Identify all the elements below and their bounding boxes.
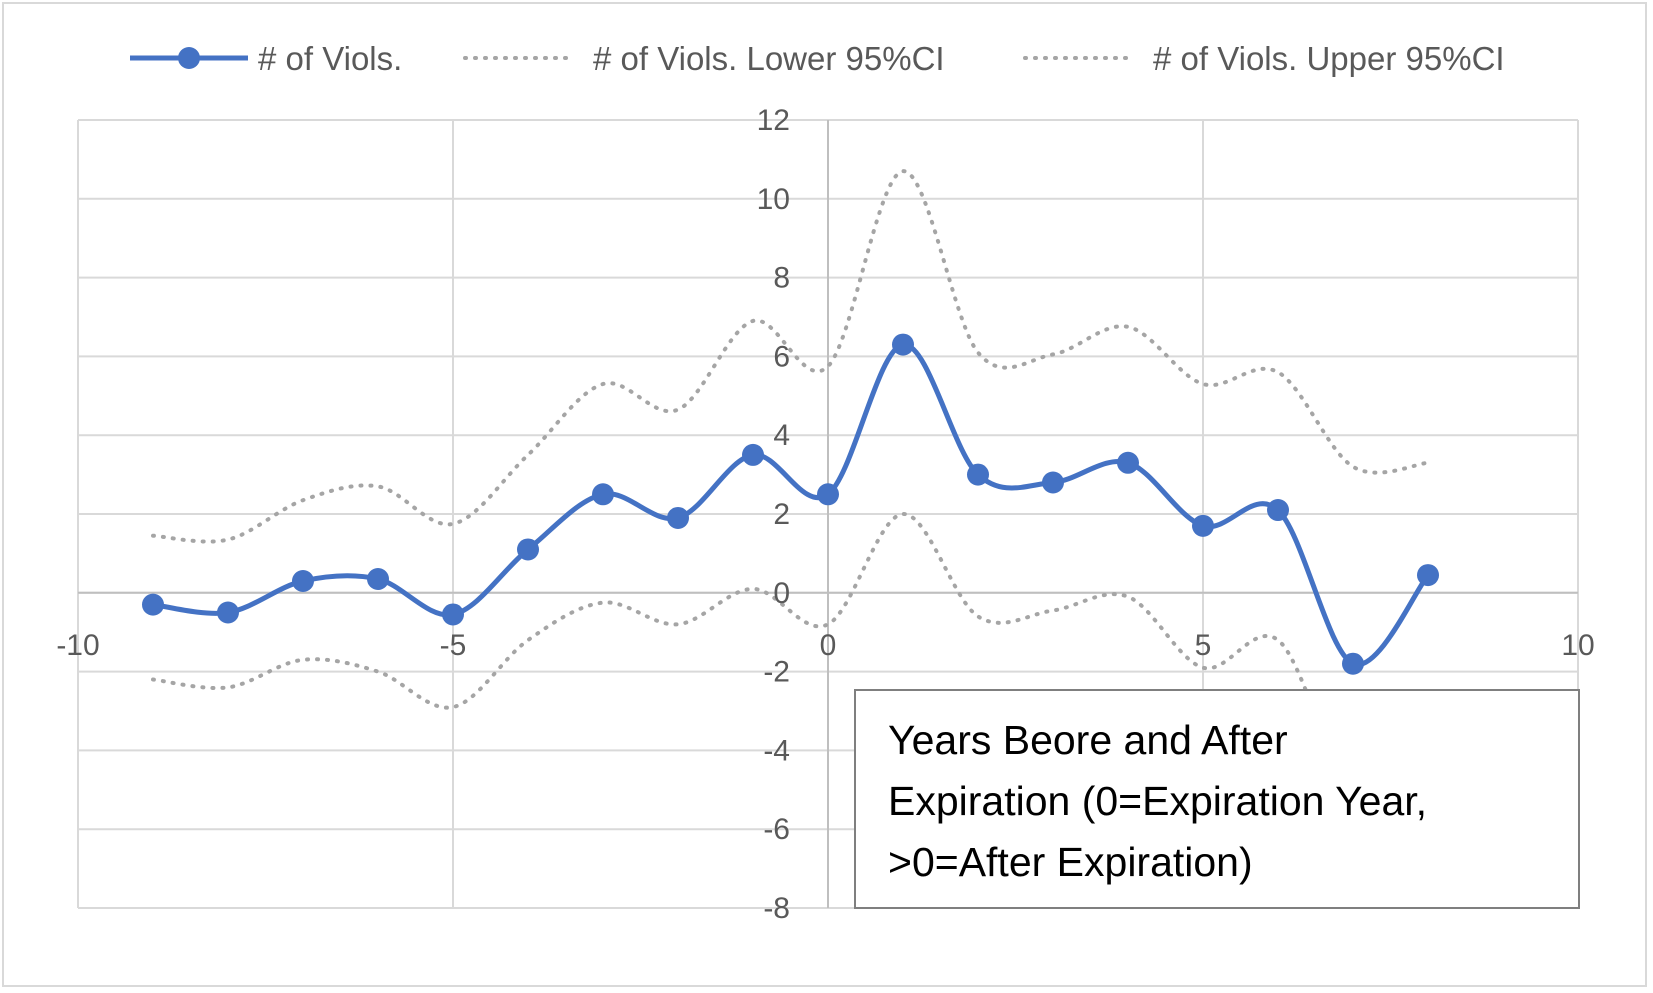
annotation-line: >0=After Expiration) — [888, 839, 1253, 885]
y-tick-label: 4 — [773, 419, 790, 452]
data-point — [367, 568, 389, 591]
series-layer — [142, 169, 1439, 785]
y-tick-label: 6 — [773, 340, 790, 373]
y-tick-label: -8 — [763, 892, 790, 925]
y-tick-label: 10 — [757, 183, 790, 216]
series-of-viols-lower-95-ci — [151, 511, 1430, 785]
data-point — [1042, 471, 1064, 494]
data-point — [1267, 499, 1289, 522]
data-point — [292, 569, 314, 592]
data-point — [967, 463, 989, 486]
tick-labels: -8 -6 -4 -2 0 2 4 6 8 10 12 -10 -5 0 5 10 — [56, 104, 1594, 925]
data-point — [742, 443, 764, 466]
data-point — [592, 483, 614, 506]
data-point — [217, 601, 239, 624]
y-tick-label: 12 — [757, 104, 790, 137]
y-tick-label: -6 — [763, 813, 790, 846]
x-tick-label: 10 — [1561, 629, 1594, 662]
data-point — [1417, 564, 1439, 587]
annotation-line: Expiration (0=Expiration Year, — [888, 778, 1427, 824]
data-point — [1117, 451, 1139, 474]
data-point — [1342, 652, 1364, 675]
legend-label: # of Viols. Lower 95%CI — [593, 40, 945, 77]
legend-item-of-viols: # of Viols. — [130, 40, 402, 77]
series-line — [151, 511, 1430, 785]
legend-item-of-viols-upper-95-ci: # of Viols. Upper 95%CI — [1023, 40, 1505, 77]
x-tick-label: 5 — [1195, 629, 1212, 662]
y-tick-label: -2 — [763, 656, 790, 689]
data-point — [517, 538, 539, 561]
y-tick-label: -4 — [763, 734, 790, 767]
legend-item-of-viols-lower-95-ci: # of Viols. Lower 95%CI — [463, 40, 945, 77]
annotation-line: Years Beore and After — [888, 717, 1288, 763]
legend-label: # of Viols. — [258, 40, 402, 77]
x-tick-label: 0 — [820, 629, 837, 662]
y-tick-label: 8 — [773, 262, 790, 295]
x-tick-label: -5 — [440, 629, 467, 662]
data-point — [892, 333, 914, 356]
y-tick-label: 2 — [773, 498, 790, 531]
legend-label: # of Viols. Upper 95%CI — [1153, 40, 1505, 77]
data-point — [667, 506, 689, 529]
legend: # of Viols. # of Viols. Lower 95%CI # of V… — [130, 40, 1505, 77]
annotation-rect — [854, 689, 1580, 909]
series-line — [152, 342, 1430, 668]
legend-marker — [178, 47, 200, 69]
series-of-viols — [142, 333, 1439, 675]
data-point — [1192, 514, 1214, 537]
annotation-box: Years Beore and After Expiration (0=Expir… — [854, 689, 1580, 909]
x-tick-label: -10 — [56, 629, 99, 662]
y-tick-label: 0 — [773, 577, 790, 610]
data-point — [142, 593, 164, 616]
data-point — [817, 483, 839, 506]
data-point — [442, 603, 464, 626]
